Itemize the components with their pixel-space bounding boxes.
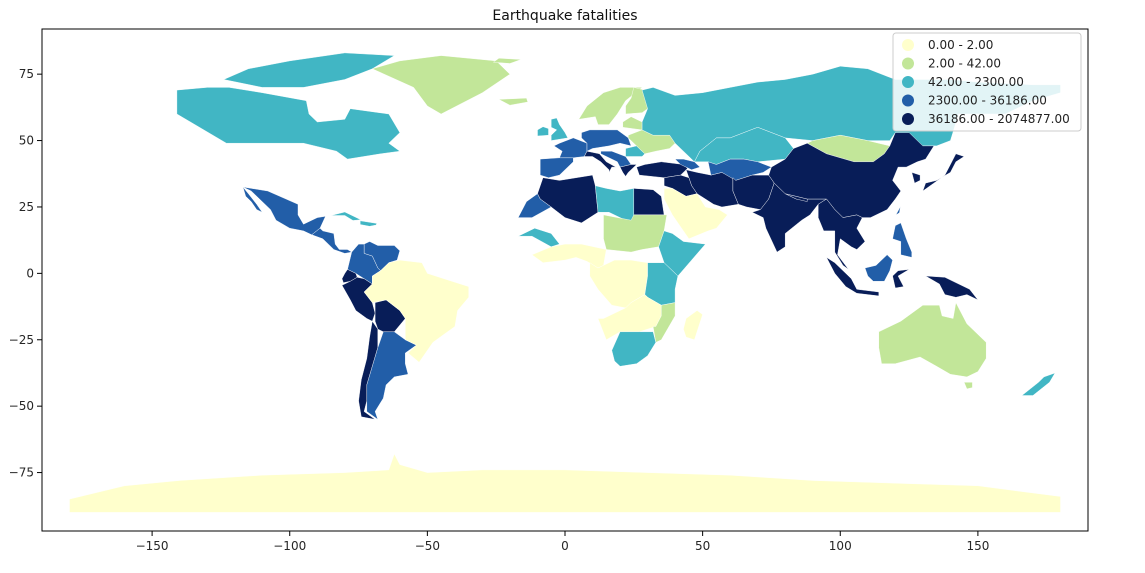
region-tasmania (963, 382, 973, 390)
legend-marker (902, 39, 914, 51)
y-tick-label: −25 (9, 333, 34, 347)
chart-title: Earthquake fatalities (492, 8, 637, 24)
legend: 0.00 - 2.00 2.00 - 42.00 42.00 - 2300.00 23… (892, 32, 1082, 132)
legend-marker (902, 57, 914, 70)
region-borneo (864, 254, 893, 282)
legend-marker (902, 113, 914, 125)
region-morocco-sahara (517, 193, 552, 218)
legend-label: 0.00 - 2.00 (928, 38, 993, 52)
region-canada (176, 87, 401, 160)
region-new-zealand (1021, 372, 1056, 396)
legend-marker (902, 76, 914, 88)
x-tick-label: 50 (695, 539, 710, 553)
region-philippines (892, 222, 912, 258)
region-hispaniola (360, 220, 377, 227)
region-sudan-chad (603, 214, 668, 253)
x-tick-label: −100 (273, 539, 306, 553)
y-tick-label: 50 (19, 134, 34, 148)
x-tick-label: −50 (415, 539, 440, 553)
x-tick-label: 150 (966, 539, 989, 553)
region-korea-japan (911, 172, 921, 184)
region-sulawesi (892, 269, 910, 289)
x-tick-label: −150 (136, 539, 169, 553)
x-tick-label: 100 (829, 539, 852, 553)
y-tick-label: 25 (19, 200, 34, 214)
legend-box (892, 32, 1082, 132)
legend-label: 2300.00 - 36186.00 (928, 94, 1047, 108)
region-central-america (311, 227, 353, 254)
x-tick-label: 0 (561, 539, 569, 553)
region-scandinavia (578, 87, 643, 125)
region-china (768, 132, 935, 218)
region-arctic-archipelago (223, 52, 395, 88)
region-italy (583, 150, 616, 173)
y-tick-label: 75 (19, 67, 34, 81)
region-south-africa (611, 331, 657, 367)
region-sumatra-java (825, 256, 879, 297)
region-australia (878, 301, 987, 378)
region-egypt (633, 188, 665, 216)
region-taiwan (895, 206, 901, 216)
region-baja-california (242, 186, 263, 213)
region-finland (625, 87, 648, 115)
region-arabian-peninsula (663, 188, 728, 240)
region-west-africa (518, 227, 560, 248)
region-britain (551, 117, 569, 141)
region-new-guinea (925, 275, 979, 301)
region-ireland (537, 126, 549, 137)
legend-label: 36186.00 - 2074877.00 (928, 112, 1070, 126)
y-tick-label: 0 (26, 266, 34, 280)
legend-label: 2.00 - 42.00 (928, 57, 1001, 71)
region-japan (922, 153, 965, 192)
x-axis: −150 −100 −50 0 50 100 150 (136, 531, 989, 553)
region-greece (619, 164, 638, 177)
region-iceland (498, 97, 529, 106)
region-southeast-asia (818, 198, 866, 270)
legend-marker (902, 94, 914, 107)
region-greenland (371, 55, 511, 115)
country-regions (69, 52, 1061, 513)
region-baltic (622, 116, 643, 131)
region-central-asia (707, 158, 772, 181)
region-cuba (330, 211, 362, 221)
legend-label: 42.00 - 2300.00 (928, 75, 1024, 89)
y-tick-label: −50 (9, 399, 34, 413)
y-axis: 75 50 25 0 −25 −50 −75 (9, 67, 42, 480)
region-france (553, 137, 588, 159)
y-tick-label: −75 (9, 466, 34, 480)
region-antarctica (69, 453, 1061, 513)
region-svalbard (492, 57, 522, 64)
region-brazil (363, 259, 469, 363)
region-madagascar (683, 310, 703, 341)
region-turkey (636, 161, 688, 178)
region-caucasus (674, 158, 701, 171)
